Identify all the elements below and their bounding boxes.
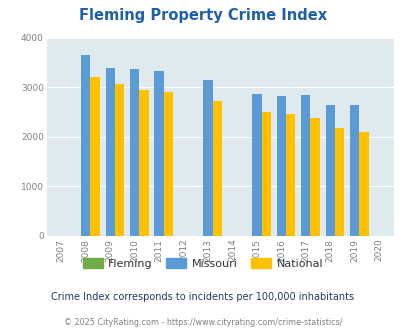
Bar [115,84,124,236]
Bar [325,105,334,236]
Bar [105,68,115,236]
Bar [203,80,212,236]
Bar [212,101,222,236]
Bar [252,94,261,236]
Bar [81,55,90,236]
Bar [163,92,173,236]
Text: © 2025 CityRating.com - https://www.cityrating.com/crime-statistics/: © 2025 CityRating.com - https://www.city… [64,318,341,327]
Bar [130,69,139,236]
Bar [358,131,368,236]
Text: Crime Index corresponds to incidents per 100,000 inhabitants: Crime Index corresponds to incidents per… [51,292,354,302]
Bar [334,128,343,236]
Bar [261,112,270,236]
Bar [90,77,100,236]
Bar [310,117,319,236]
Bar [301,95,310,236]
Bar [139,90,148,236]
Legend: Fleming, Missouri, National: Fleming, Missouri, National [78,254,327,273]
Bar [349,105,358,236]
Text: Fleming Property Crime Index: Fleming Property Crime Index [79,8,326,23]
Bar [276,96,285,236]
Bar [285,114,294,236]
Bar [154,71,163,236]
